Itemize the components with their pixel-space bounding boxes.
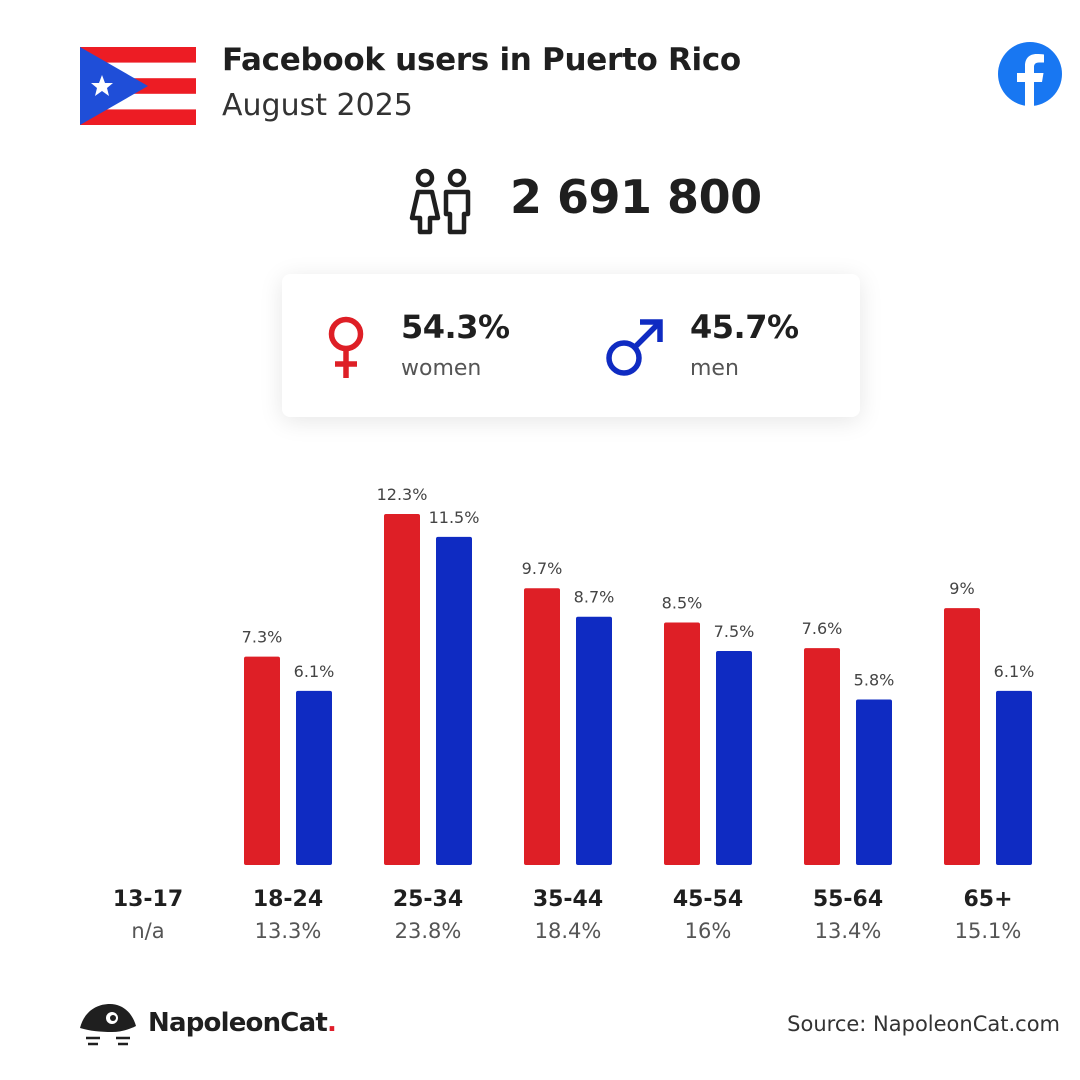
- women-percentage: 54.3%: [401, 308, 510, 346]
- age-group-label: 65+: [963, 887, 1012, 912]
- brand-text: NapoleonCat: [148, 1008, 328, 1038]
- bar-value-label: 7.3%: [242, 628, 283, 647]
- bar-18-24-series-0: [244, 656, 280, 865]
- bar-value-label: 9.7%: [522, 559, 563, 578]
- bar-value-label: 9%: [949, 579, 974, 598]
- puerto-rico-flag-icon: [80, 47, 196, 125]
- page-title: Facebook users in Puerto Rico: [222, 42, 741, 78]
- age-group-label: 45-54: [673, 887, 743, 912]
- bar-value-label: 8.7%: [574, 588, 615, 607]
- age-group-total: 23.8%: [395, 919, 462, 943]
- page-subtitle: August 2025: [222, 88, 413, 123]
- bar-55-64-series-0: [804, 648, 840, 865]
- age-group-total: 16%: [685, 919, 732, 943]
- bar-value-label: 11.5%: [429, 508, 480, 527]
- age-group-total: 18.4%: [535, 919, 602, 943]
- bar-value-label: 5.8%: [854, 670, 895, 689]
- bar-value-label: 8.5%: [662, 593, 703, 612]
- bar-18-24-series-1: [296, 690, 332, 865]
- bar-65+-series-1: [996, 690, 1032, 865]
- brand-name: NapoleonCat.: [148, 1008, 337, 1038]
- bar-65+-series-0: [944, 608, 980, 865]
- men-percentage: 45.7%: [690, 308, 799, 346]
- brand-dot: .: [326, 1008, 337, 1038]
- bar-45-54-series-1: [716, 650, 752, 865]
- users-icon: [409, 168, 471, 235]
- bar-25-34-series-1: [436, 536, 472, 865]
- age-group-label: 13-17: [113, 887, 183, 912]
- bar-value-label: 6.1%: [294, 662, 335, 681]
- bar-25-34-series-0: [384, 514, 420, 865]
- age-group-label: 18-24: [253, 887, 323, 912]
- age-group-total: n/a: [131, 919, 164, 943]
- bar-55-64-series-1: [856, 699, 892, 865]
- napoleoncat-logo-icon: [80, 1004, 136, 1046]
- age-group-label: 55-64: [813, 887, 883, 912]
- bar-45-54-series-0: [664, 622, 700, 865]
- female-symbol-icon: [328, 316, 364, 378]
- facebook-icon: [998, 42, 1062, 106]
- bar-value-label: 7.6%: [802, 619, 843, 638]
- male-symbol-icon: [606, 319, 663, 376]
- men-label: men: [690, 356, 739, 381]
- age-group-label: 25-34: [393, 887, 463, 912]
- age-group-total: 13.4%: [815, 919, 882, 943]
- source-note: Source: NapoleonCat.com: [787, 1012, 1060, 1036]
- gender-split-card: 54.3% women 45.7% men: [282, 274, 860, 417]
- bar-35-44-series-1: [576, 616, 612, 865]
- age-group-total: 15.1%: [955, 919, 1022, 943]
- bar-value-label: 12.3%: [377, 485, 428, 504]
- bar-value-label: 6.1%: [994, 662, 1035, 681]
- bar-value-label: 7.5%: [714, 622, 755, 641]
- age-group-total: 13.3%: [255, 919, 322, 943]
- total-users: 2 691 800: [510, 170, 762, 224]
- women-label: women: [401, 356, 482, 381]
- age-group-label: 35-44: [533, 887, 603, 912]
- bar-35-44-series-0: [524, 588, 560, 865]
